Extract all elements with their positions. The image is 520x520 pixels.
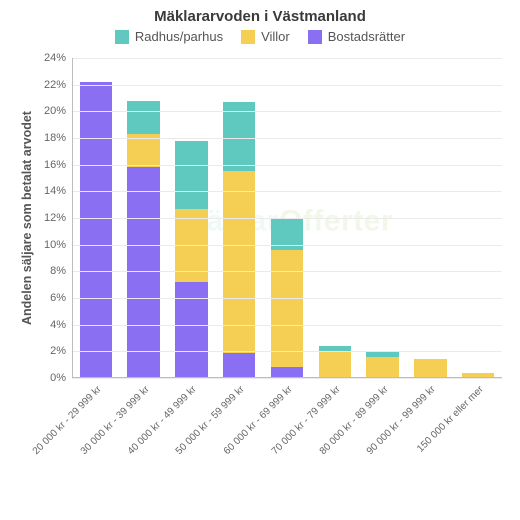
bar-segment-villor (127, 134, 159, 167)
bar-segment-villor (271, 250, 303, 367)
bar-segment-radhus (127, 101, 159, 134)
y-axis-line (72, 58, 73, 378)
gridline (72, 111, 502, 112)
bar-segment-villor (414, 359, 446, 378)
y-tick-label: 8% (50, 265, 72, 277)
plot-area: MäklarOfferter 20 000 kr - 29 999 kr30 0… (72, 58, 502, 378)
x-axis-line (72, 377, 502, 378)
legend-item-bostad: Bostadsrätter (308, 29, 405, 44)
y-tick-label: 12% (44, 212, 72, 224)
chart-container: Mäklararvoden i Västmanland Radhus/parhu… (0, 0, 520, 520)
gridline (72, 351, 502, 352)
legend: Radhus/parhus Villor Bostadsrätter (0, 29, 520, 44)
legend-label-radhus: Radhus/parhus (135, 29, 223, 44)
y-tick-label: 18% (44, 132, 72, 144)
y-tick-label: 24% (44, 52, 72, 64)
y-tick-label: 0% (50, 372, 72, 384)
bar-segment-radhus (223, 102, 255, 171)
gridline (72, 165, 502, 166)
gridline (72, 245, 502, 246)
gridline (72, 218, 502, 219)
gridline (72, 191, 502, 192)
y-tick-label: 4% (50, 319, 72, 331)
y-tick-label: 14% (44, 185, 72, 197)
y-tick-label: 16% (44, 159, 72, 171)
legend-label-bostad: Bostadsrätter (328, 29, 405, 44)
y-tick-label: 20% (44, 105, 72, 117)
y-tick-label: 22% (44, 79, 72, 91)
legend-swatch-villor (241, 30, 255, 44)
bar-segment-radhus (175, 141, 207, 209)
gridline (72, 325, 502, 326)
legend-swatch-radhus (115, 30, 129, 44)
y-axis-label: Andelen säljare som betalat arvodet (20, 111, 34, 325)
chart-title: Mäklararvoden i Västmanland (0, 0, 520, 25)
legend-swatch-bostad (308, 30, 322, 44)
bar-segment-bostad (175, 282, 207, 378)
bar-segment-bostad (223, 353, 255, 378)
gridline (72, 271, 502, 272)
bar-segment-villor (366, 357, 398, 378)
gridline (72, 85, 502, 86)
bar-segment-bostad (127, 167, 159, 378)
legend-item-villor: Villor (241, 29, 290, 44)
bar-segment-bostad (80, 82, 112, 378)
y-tick-label: 6% (50, 292, 72, 304)
gridline (72, 298, 502, 299)
gridline (72, 138, 502, 139)
gridline (72, 58, 502, 59)
legend-label-villor: Villor (261, 29, 290, 44)
gridline (72, 378, 502, 379)
y-tick-label: 10% (44, 239, 72, 251)
bar-segment-villor (319, 351, 351, 378)
legend-item-radhus: Radhus/parhus (115, 29, 223, 44)
y-tick-label: 2% (50, 345, 72, 357)
